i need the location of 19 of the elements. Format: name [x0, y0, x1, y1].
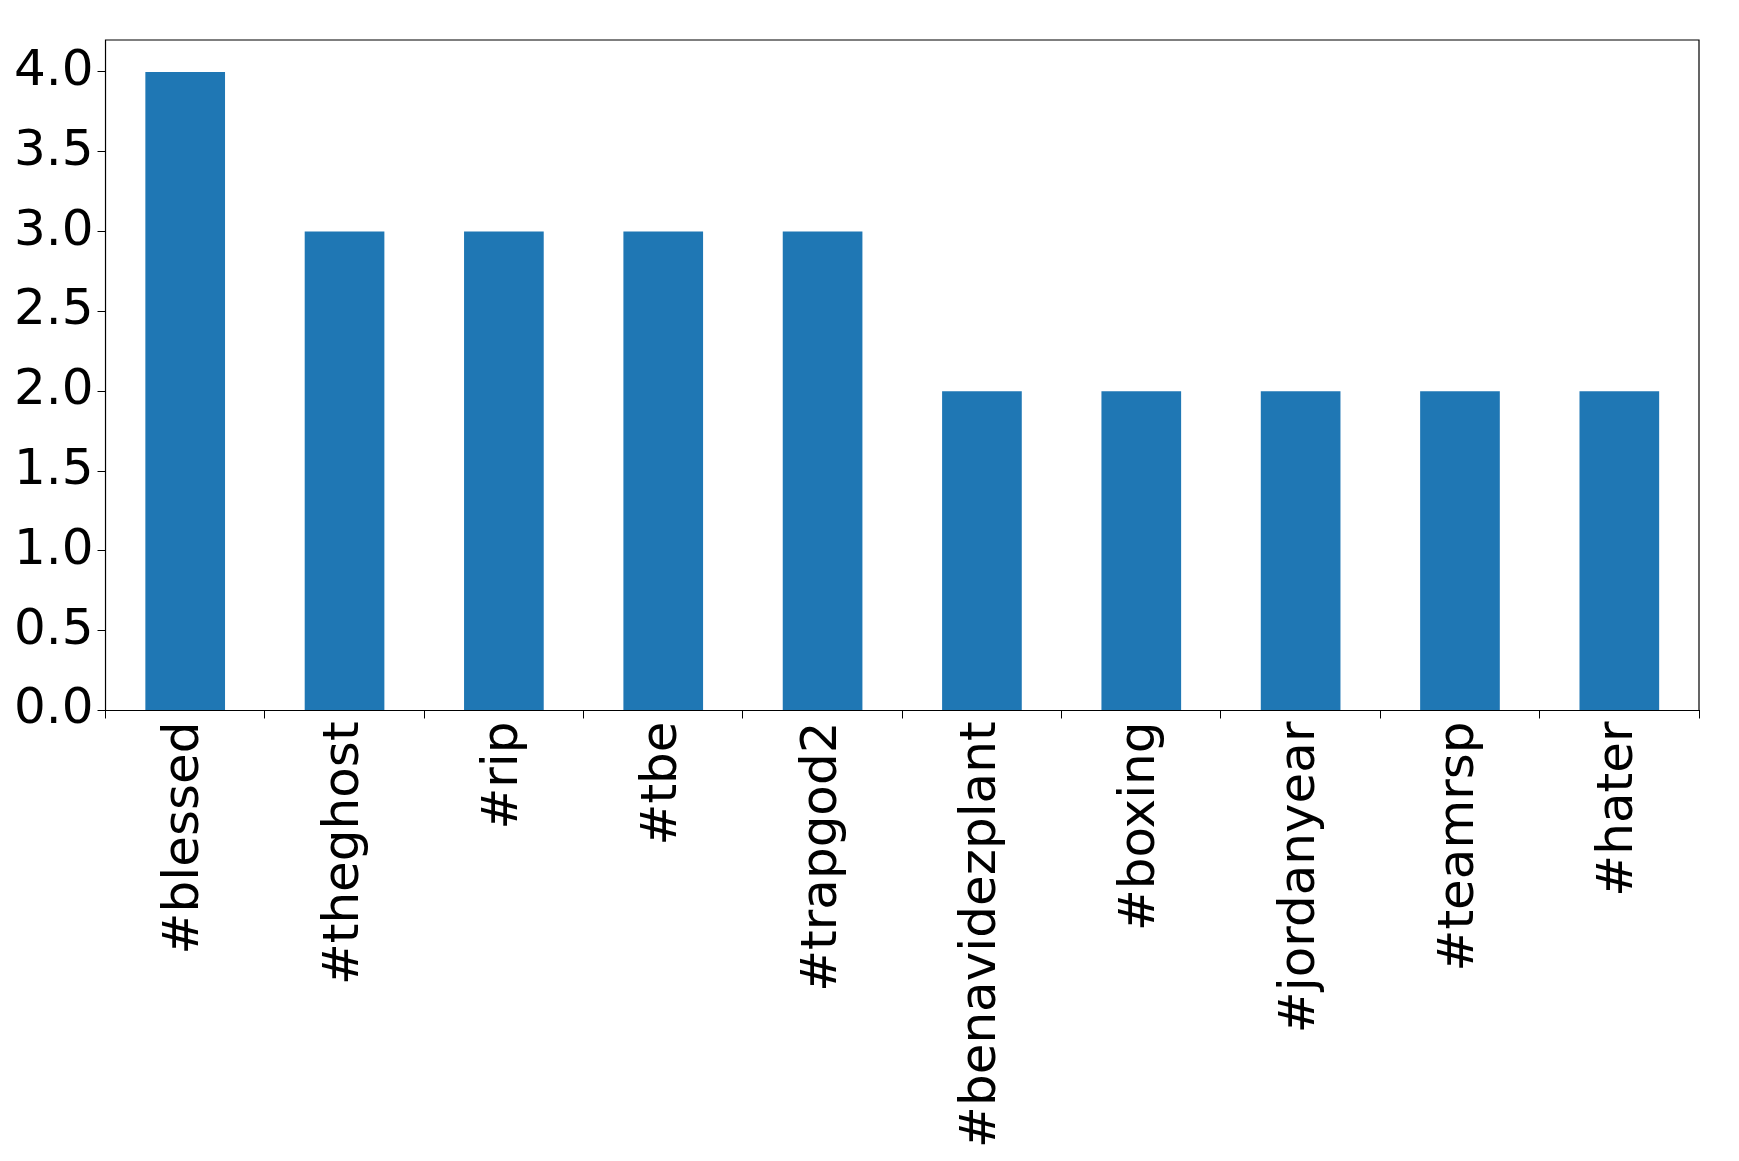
y-tick-label: 3.0 [13, 198, 94, 257]
x-tick-label: #jordanyear [1267, 721, 1326, 1034]
x-tick-label: #blessed [152, 721, 211, 955]
x-tick-label: #theghost [311, 721, 370, 986]
y-tick-label: 3.5 [13, 118, 94, 177]
x-tick-label: #tbe [630, 721, 689, 846]
y-tick-label: 2.5 [13, 278, 94, 337]
x-tick-label: #boxing [1108, 721, 1167, 932]
y-tick-label: 0.5 [13, 597, 94, 656]
x-tick-label: #benavidezplant [948, 721, 1007, 1148]
y-tick-label: 2.0 [13, 358, 94, 417]
y-tick-label: 0.0 [13, 677, 94, 736]
y-tick-label: 1.0 [13, 517, 94, 576]
y-tick-label: 1.5 [13, 438, 94, 497]
y-tick-label: 4.0 [13, 38, 94, 97]
x-tick-label: #hater [1586, 721, 1645, 897]
x-tick-label: #rip [470, 721, 529, 830]
x-tick-label: #teamrsp [1426, 721, 1485, 972]
x-tick-label: #trapgod2 [789, 721, 848, 992]
